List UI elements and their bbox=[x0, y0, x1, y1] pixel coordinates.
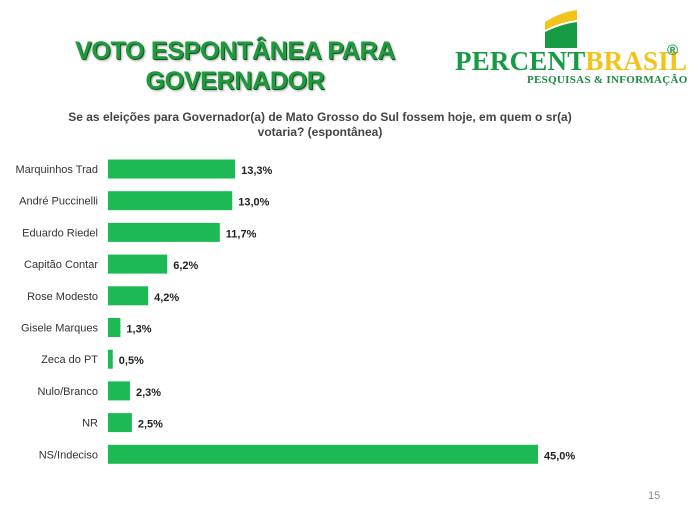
chart-title: VOTO ESPONTÂNEA PARA GOVERNADOR bbox=[40, 36, 430, 96]
data-label: 11,7% bbox=[226, 228, 257, 240]
category-label: Eduardo Riedel bbox=[22, 227, 98, 239]
bar bbox=[108, 444, 538, 464]
bar bbox=[108, 254, 168, 274]
data-label: 6,2% bbox=[173, 260, 198, 272]
brand-logo: PERCENTBRASIL ® PESQUISAS & INFORMAÇÃO bbox=[455, 6, 690, 91]
logo-tagline: PESQUISAS & INFORMAÇÃO bbox=[527, 74, 688, 86]
data-label: 13,3% bbox=[241, 165, 272, 177]
category-label: Rose Modesto bbox=[27, 291, 98, 303]
category-label: Nulo/Branco bbox=[37, 386, 98, 398]
title-line-1: VOTO ESPONTÂNEA PARA bbox=[75, 37, 395, 65]
bar bbox=[108, 222, 220, 242]
bar bbox=[108, 286, 149, 306]
survey-question: Se as eleições para Governador(a) de Mat… bbox=[68, 110, 572, 139]
category-label: Gisele Marques bbox=[21, 323, 99, 335]
bar bbox=[108, 349, 113, 369]
logo-wordmark: PERCENTBRASIL bbox=[455, 46, 687, 77]
bar bbox=[108, 318, 121, 337]
bar bbox=[108, 381, 130, 401]
category-label: NS/Indeciso bbox=[39, 449, 98, 461]
page-number: 15 bbox=[648, 490, 661, 502]
data-label: 2,5% bbox=[138, 419, 163, 431]
data-label: 45,0% bbox=[544, 450, 575, 462]
data-label: 4,2% bbox=[154, 292, 179, 304]
data-label: 0,5% bbox=[119, 355, 144, 367]
category-label: Zeca do PT bbox=[41, 354, 98, 366]
title-line-2: GOVERNADOR bbox=[145, 67, 325, 95]
logo-name-part1: PERCENT bbox=[455, 46, 586, 76]
category-label: Marquinhos Trad bbox=[15, 164, 98, 176]
bar bbox=[108, 191, 233, 211]
category-label: André Puccinelli bbox=[19, 196, 98, 208]
flag-swoosh-icon bbox=[545, 10, 577, 48]
data-label: 2,3% bbox=[136, 387, 161, 399]
data-label: 13,0% bbox=[238, 197, 269, 209]
registered-mark: ® bbox=[667, 42, 679, 59]
category-label: NR bbox=[82, 418, 98, 430]
category-label: Capitão Contar bbox=[24, 259, 98, 271]
logo-name-part2: BRASIL bbox=[585, 46, 688, 76]
bar bbox=[108, 413, 132, 433]
data-label: 1,3% bbox=[126, 324, 151, 336]
bar bbox=[108, 159, 236, 179]
